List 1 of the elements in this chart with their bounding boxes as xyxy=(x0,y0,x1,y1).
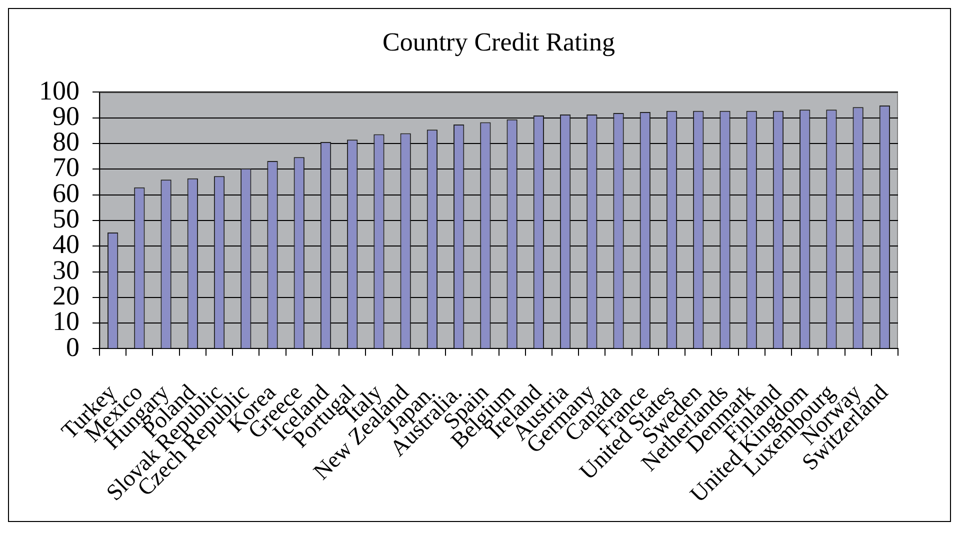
chart-title: Country Credit Rating xyxy=(382,27,616,56)
